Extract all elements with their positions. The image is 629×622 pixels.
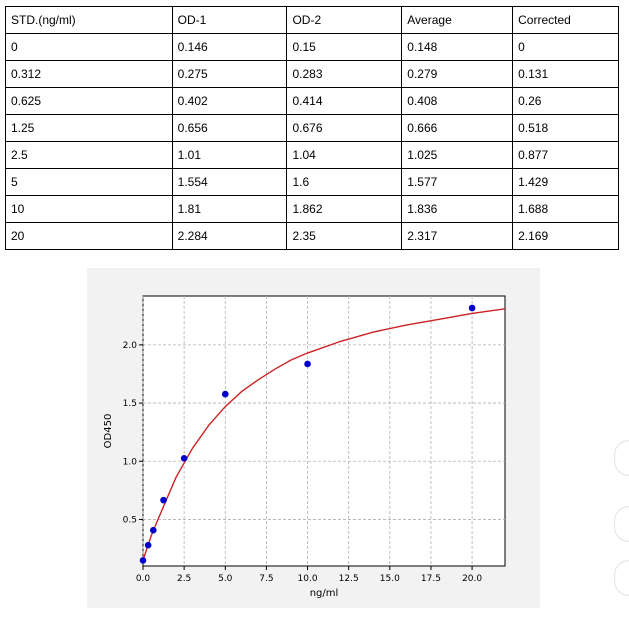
cell-od2: 2.35 — [286, 222, 403, 250]
x-tick-label: 5.0 — [218, 574, 233, 584]
cell-od1: 0.146 — [171, 33, 288, 61]
cell-od1: 2.284 — [171, 222, 288, 250]
x-tick-label: 20.0 — [462, 574, 482, 584]
y-tick-label: 2.0 — [123, 341, 138, 351]
table-row: 2.5 1.01 1.04 1.025 0.877 — [5, 141, 619, 169]
table-row: 10 1.81 1.862 1.836 1.688 — [5, 195, 619, 223]
cell-average: 0.279 — [401, 60, 514, 88]
cell-od2: 0.283 — [286, 60, 403, 88]
standard-curve-chart: 0.0 2.5 5.0 7.5 10.0 12.5 15.0 17.5 20.0 0.5 1.0 1.… — [103, 295, 506, 599]
data-point — [221, 390, 229, 398]
cell-corrected: 0.131 — [512, 60, 619, 88]
cell-od1: 0.402 — [171, 87, 288, 115]
data-point — [139, 557, 147, 564]
y-tick-label: 1.0 — [123, 457, 138, 467]
fit-curve — [142, 308, 506, 561]
cell-std: 5 — [5, 168, 173, 196]
grid-lines — [142, 296, 505, 566]
cell-std: 0 — [5, 33, 173, 61]
header-std: STD.(ng/ml) — [5, 6, 173, 34]
x-tick-label: 0.0 — [136, 574, 151, 584]
table-row: 0.625 0.402 0.414 0.408 0.26 — [5, 87, 619, 115]
plot-area — [142, 295, 506, 567]
cell-od1: 0.275 — [171, 60, 288, 88]
cell-od2: 1.04 — [286, 141, 403, 169]
cell-corrected: 0 — [512, 33, 619, 61]
x-tick-label: 12.5 — [339, 574, 359, 584]
header-average: Average — [401, 6, 514, 34]
y-tick-label: 1.5 — [123, 399, 137, 409]
cell-od1: 0.656 — [171, 114, 288, 142]
cell-od2: 1.862 — [286, 195, 403, 223]
cell-od1: 1.01 — [171, 141, 288, 169]
cell-corrected: 0.26 — [512, 87, 619, 115]
cell-od2: 0.414 — [286, 87, 403, 115]
cell-average: 0.666 — [401, 114, 514, 142]
y-axis-label: OD450 — [103, 414, 114, 449]
table-row: 20 2.284 2.35 2.317 2.169 — [5, 222, 619, 250]
data-point — [160, 496, 167, 504]
cell-average: 0.408 — [401, 87, 514, 115]
cell-od2: 1.6 — [286, 168, 403, 196]
cell-std: 2.5 — [5, 141, 173, 169]
cell-average: 1.025 — [401, 141, 514, 169]
cell-std: 20 — [5, 222, 173, 250]
data-point — [468, 304, 476, 312]
data-point — [144, 541, 152, 549]
cell-corrected: 0.877 — [512, 141, 619, 169]
axis-ticks: 0.0 2.5 5.0 7.5 10.0 12.5 15.0 17.5 20.0 0.5 1.0 1.… — [123, 341, 483, 584]
cell-od2: 0.676 — [286, 114, 403, 142]
data-points-layer — [139, 304, 476, 564]
table-row: 0 0.146 0.15 0.148 0 — [5, 33, 619, 61]
table-row: 5 1.554 1.6 1.577 1.429 — [5, 168, 619, 196]
header-od1: OD-1 — [171, 6, 288, 34]
x-tick-label: 17.5 — [421, 574, 441, 584]
cell-corrected: 1.688 — [512, 195, 619, 223]
cell-average: 1.577 — [401, 168, 514, 196]
data-point — [149, 526, 157, 534]
x-tick-label: 10.0 — [298, 574, 318, 584]
header-od2: OD-2 — [286, 6, 403, 34]
data-point — [304, 360, 311, 368]
side-scroll-mark — [614, 506, 629, 542]
cell-average: 1.836 — [401, 195, 514, 223]
data-point — [180, 455, 188, 462]
cell-corrected: 0.518 — [512, 114, 619, 142]
standard-curve-table: STD.(ng/ml) OD-1 OD-2 Average Corrected … — [5, 6, 619, 250]
cell-std: 0.312 — [5, 60, 173, 88]
cell-std: 1.25 — [5, 114, 173, 142]
cell-corrected: 2.169 — [512, 222, 619, 250]
side-scroll-mark — [614, 440, 629, 476]
y-tick-label: 0.5 — [123, 515, 137, 525]
fit-curve-layer — [142, 308, 506, 561]
cell-std: 0.625 — [5, 87, 173, 115]
table-row: 0.312 0.275 0.283 0.279 0.131 — [5, 60, 619, 88]
cell-average: 2.317 — [401, 222, 514, 250]
cell-std: 10 — [5, 195, 173, 223]
x-tick-label: 2.5 — [177, 574, 191, 584]
standard-curve-chart-panel: 0.0 2.5 5.0 7.5 10.0 12.5 15.0 17.5 20.0 0.5 1.0 1.… — [87, 268, 540, 608]
table-header-row: STD.(ng/ml) OD-1 OD-2 Average Corrected — [5, 6, 619, 34]
cell-od1: 1.554 — [171, 168, 288, 196]
x-axis-label: ng/ml — [310, 588, 339, 599]
cell-corrected: 1.429 — [512, 168, 619, 196]
header-corrected: Corrected — [512, 6, 619, 34]
side-scroll-mark — [614, 560, 629, 596]
x-tick-label: 7.5 — [259, 574, 273, 584]
table-row: 1.25 0.656 0.676 0.666 0.518 — [5, 114, 619, 142]
cell-od2: 0.15 — [286, 33, 403, 61]
cell-average: 0.148 — [401, 33, 514, 61]
x-tick-label: 15.0 — [380, 574, 400, 584]
cell-od1: 1.81 — [171, 195, 288, 223]
